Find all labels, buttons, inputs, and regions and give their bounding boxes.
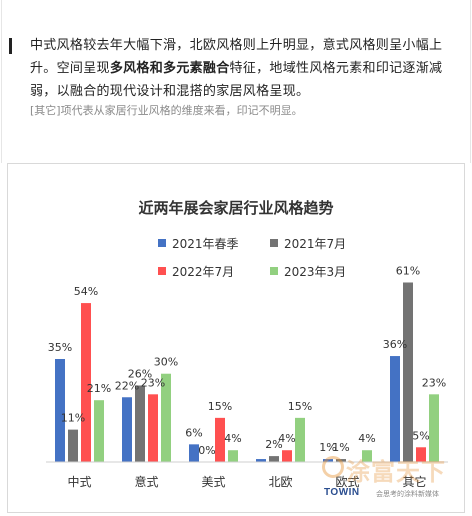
bar <box>161 373 171 462</box>
bar <box>215 417 225 462</box>
bar <box>295 417 305 462</box>
bar <box>416 447 426 462</box>
data-label: 35% <box>48 341 72 354</box>
bar <box>429 394 439 462</box>
x-axis-ticks: 中式 意式 美式 北欧 欧式 其它 <box>67 474 426 489</box>
legend-label: 2021年7月 <box>284 237 346 251</box>
data-label: 61% <box>396 264 420 277</box>
left-border-line <box>1 0 2 163</box>
legend-label: 2021年春季 <box>172 237 239 251</box>
watermark-circle-icon <box>322 456 344 478</box>
data-label: 4% <box>278 432 295 445</box>
x-tick-label: 美式 <box>201 475 225 489</box>
legend-label: 2023年3月 <box>284 265 346 279</box>
bar <box>135 385 145 462</box>
watermark-brand: TOWIN <box>324 487 360 498</box>
data-label: 15% <box>288 400 312 413</box>
bar <box>68 429 78 462</box>
watermark-main-text: 涂富天下 <box>346 457 446 486</box>
footnote-text: [其它]项代表从家居行业风格的维度来看，印记不明显。 <box>30 104 303 117</box>
legend-swatch <box>270 239 278 247</box>
bar <box>189 444 199 462</box>
bar-chart: 近两年展会家居行业风格趋势 2021年春季 2021年7月 2022年7月 2023年… <box>46 199 448 489</box>
watermark-logo: 涂富天下 TOWIN 会思考的涂料新媒体 <box>318 452 468 512</box>
quote-marker <box>9 38 12 54</box>
data-label: 0% <box>198 444 215 457</box>
bar <box>282 450 292 462</box>
data-label: 6% <box>185 426 202 439</box>
legend-swatch <box>270 267 278 275</box>
right-border-line <box>470 0 471 163</box>
data-label: 36% <box>383 338 407 351</box>
x-tick-label: 北欧 <box>268 475 292 489</box>
legend-swatch <box>158 267 166 275</box>
chart-bars <box>55 282 439 462</box>
data-label: 30% <box>154 356 178 369</box>
bar <box>362 450 372 462</box>
x-tick-label: 意式 <box>134 474 158 489</box>
data-label: 23% <box>422 376 446 389</box>
bar <box>94 400 104 462</box>
data-label: 11% <box>61 412 85 425</box>
data-label: 1% <box>319 441 336 454</box>
data-label: 5% <box>412 429 429 442</box>
data-label: 1% <box>332 441 349 454</box>
bar <box>256 459 266 462</box>
data-label: 26% <box>128 367 152 380</box>
data-label: 21% <box>87 382 111 395</box>
data-label: 54% <box>74 285 98 298</box>
paragraph-text-part1: 中式风格较去年大幅下滑，北欧风格则上升明显，意式风格则呈小幅上升。空间呈现 <box>30 38 443 76</box>
data-label: 4% <box>358 432 375 445</box>
paragraph-text-part2: 特征，地域性风格元素和印记逐渐减弱，以融合的现代设计和混搭的家居风格呈现。 <box>30 61 443 99</box>
data-label: 4% <box>224 432 241 445</box>
bar <box>390 356 400 462</box>
legend-label: 2022年7月 <box>172 265 234 279</box>
bar <box>269 456 279 462</box>
legend-swatch <box>158 239 166 247</box>
x-tick-label: 欧式 <box>335 475 359 489</box>
chart-panel: 近两年展会家居行业风格趋势 2021年春季 2021年7月 2022年7月 2023年… <box>7 163 465 513</box>
article-paragraph: 中式风格较去年大幅下滑，北欧风格则上升明显，意式风格则呈小幅上升。空间呈现多风格… <box>30 34 460 103</box>
bar <box>403 282 413 462</box>
bar <box>228 450 238 462</box>
paragraph-bold-text: 多风格和多元素融合 <box>109 61 230 76</box>
x-tick-label: 其它 <box>402 474 426 489</box>
x-tick-label: 中式 <box>67 474 91 489</box>
chart-data-labels: 35%11%54%21% 22%26%23%30%6%0%15%4% 2%4%15%… <box>48 264 446 457</box>
bar <box>55 359 65 462</box>
bar <box>122 397 132 462</box>
chart-title: 近两年展会家居行业风格趋势 <box>138 199 333 217</box>
chart-legend: 2021年春季 2021年7月 2022年7月 2023年3月 <box>158 237 346 279</box>
bar <box>148 394 158 462</box>
watermark-subtitle: 会思考的涂料新媒体 <box>376 490 439 498</box>
bar <box>81 303 91 462</box>
data-label: 23% <box>141 376 165 389</box>
data-label: 22% <box>115 379 139 392</box>
data-label: 2% <box>265 438 282 451</box>
data-label: 15% <box>208 400 232 413</box>
